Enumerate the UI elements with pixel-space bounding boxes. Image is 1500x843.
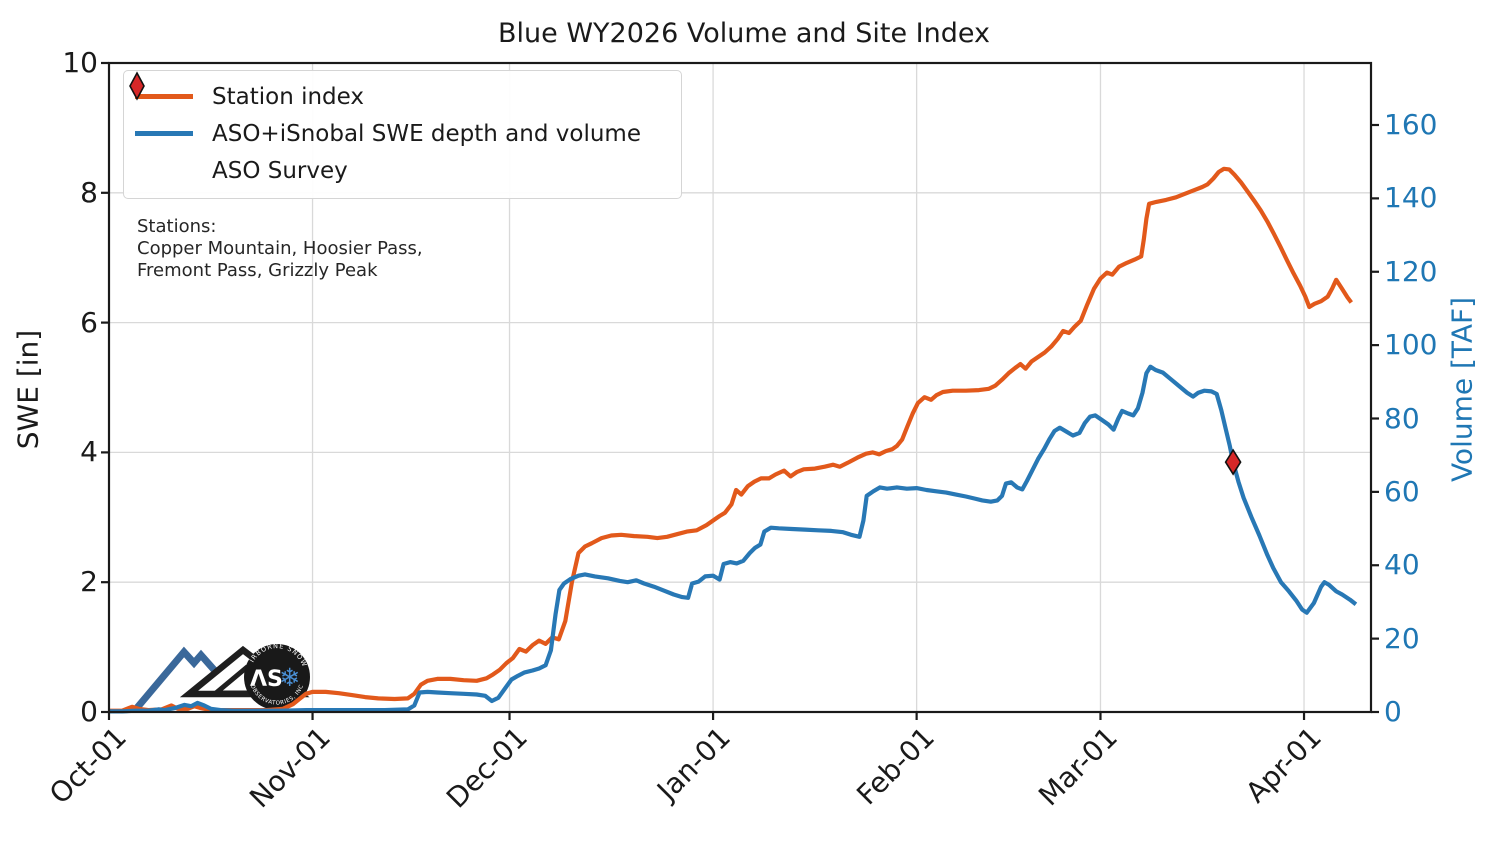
right-tick-label: 0 (1384, 695, 1402, 728)
legend-item-aso-survey: ASO Survey (124, 71, 681, 189)
right-tick-label: 20 (1384, 621, 1420, 655)
aso-survey-marker (1224, 448, 1242, 476)
right-tick-label: 40 (1384, 548, 1420, 582)
legend: Station index ASO+iSnobal SWE depth and … (123, 70, 682, 199)
legend-item-station-index: Station index (124, 78, 681, 115)
left-tick-label: 6 (80, 305, 98, 339)
aso-logo-letters: ΛS (250, 667, 283, 692)
series-line-1 (109, 364, 1358, 714)
legend-label: ASO Survey (212, 157, 348, 184)
left-tick-label: 4 (80, 435, 98, 469)
left-tick-label: 0 (80, 695, 98, 728)
aso-isnobal-line-swatch (135, 131, 193, 136)
left-tick-label: 8 (80, 175, 98, 209)
legend-item-aso-isnobal: ASO+iSnobal SWE depth and volume (124, 115, 681, 152)
right-tick-label: 60 (1384, 474, 1420, 508)
legend-label: Station index (212, 83, 365, 110)
aso-logo-circle (244, 644, 310, 710)
aso-survey-diamond-icon (1224, 448, 1242, 476)
station-index-line-swatch (135, 94, 193, 99)
axes-frame (101, 61, 1379, 720)
stations-list-line: Fremont Pass, Grizzly Peak (137, 260, 378, 281)
left-axis-label: SWE [in] (11, 329, 45, 450)
plot-border (107, 61, 1373, 714)
diamond-icon (129, 71, 145, 101)
series-line-0 (109, 166, 1353, 713)
stations-list-line: Copper Mountain, Hoosier Pass, (137, 238, 423, 259)
right-tick-label: 160 (1384, 108, 1438, 141)
data-series (109, 166, 1358, 714)
left-tick-label: 2 (80, 565, 98, 599)
stations-heading: Stations: (137, 216, 217, 237)
stations-annotation: Stations: Copper Mountain, Hoosier Pass,… (137, 216, 423, 282)
left-tick-label: 10 (62, 46, 98, 79)
right-tick-label: 140 (1384, 181, 1438, 215)
aso-logo-snowflake-icon: ❄ (279, 663, 300, 692)
mountain-logo-blue-peak (133, 646, 219, 712)
right-tick-label: 100 (1384, 328, 1438, 362)
right-tick-label: 80 (1384, 401, 1420, 435)
chart-title: Blue WY2026 Volume and Site Index (498, 18, 990, 49)
legend-label: ASO+iSnobal SWE depth and volume (212, 120, 641, 147)
right-tick-label: 120 (1384, 254, 1438, 288)
